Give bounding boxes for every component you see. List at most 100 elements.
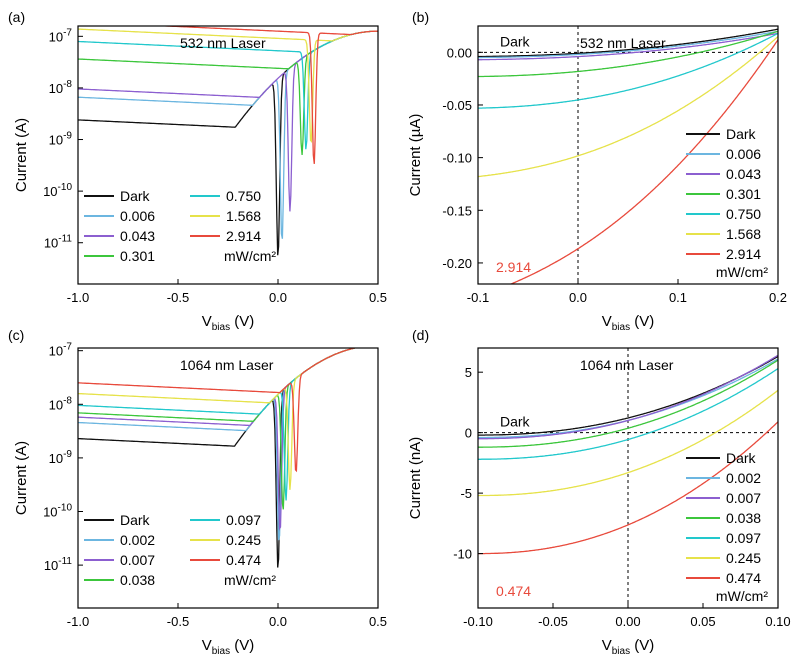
legend-label: 1.568 [226, 208, 261, 224]
legend-label: 0.750 [726, 206, 761, 222]
y-tick-label: 10-9 [49, 449, 73, 466]
legend-label: 0.038 [120, 572, 155, 588]
y-tick-label: 10-7 [49, 27, 73, 44]
legend-label: 0.038 [726, 510, 761, 526]
y-tick-label: 5 [465, 365, 472, 380]
x-tick-label: -1.0 [67, 290, 89, 305]
legend-unit: mW/cm² [716, 264, 768, 280]
panel-label: (d) [412, 327, 429, 343]
laser-annotation: 532 nm Laser [180, 35, 266, 51]
series-group [478, 354, 778, 555]
series-line-2.914 [152, 26, 378, 164]
x-tick-label: 0.00 [615, 614, 640, 629]
panel-c: -1.0 -0.5 0.0 0.5 10-11 10-10 10-9 10-8 10-7 (c) 1… [8, 327, 387, 654]
y-tick-label: -0.10 [442, 151, 472, 166]
legend-label: 0.097 [226, 512, 261, 528]
series-line-0.750 [478, 32, 778, 109]
series-line-0.301 [478, 30, 778, 78]
y-tick-label: -10 [453, 547, 472, 562]
series-group [78, 26, 378, 256]
series-line-0.245 [478, 389, 778, 497]
x-tick-label: -0.5 [167, 290, 189, 305]
panel-d: -0.10 -0.05 0.00 0.05 0.10 -10 -5 0 5 (d) 1064 nm … [407, 327, 791, 654]
series-line-0.007 [478, 354, 778, 440]
x-axis-label: Vbias (V) [202, 313, 255, 333]
series-line-0.043 [478, 32, 778, 61]
x-tick-label: -0.05 [538, 614, 568, 629]
laser-annotation: 1064 nm Laser [180, 357, 274, 373]
legend-unit: mW/cm² [716, 588, 768, 604]
series-line-0.006 [478, 30, 778, 59]
x-tick-label: 0.2 [769, 290, 787, 305]
laser-annotation: 1064 nm Laser [580, 357, 674, 373]
legend-label: 0.007 [726, 490, 761, 506]
plot-frame [477, 25, 779, 285]
series-line-0.043 [78, 30, 378, 212]
y-tick-label: -0.15 [442, 203, 472, 218]
x-tick-label: -0.10 [463, 614, 493, 629]
y-tick-label: -5 [460, 486, 472, 501]
y-tick-label: 10-11 [44, 556, 73, 573]
x-axis-label: Vbias (V) [602, 313, 655, 333]
x-tick-label: 0.0 [569, 290, 587, 305]
y-tick-label: -0.05 [442, 98, 472, 113]
panel-a: -1.0 -0.5 0.0 0.5 10-11 10-10 10-9 10-8 10-7 (a) 5… [8, 9, 387, 333]
plot-frame [77, 347, 379, 609]
x-tick-label: 0.5 [369, 290, 387, 305]
x-tick-label: 0.10 [765, 614, 790, 629]
legend-label: Dark [120, 188, 151, 204]
legend-label: 0.006 [726, 146, 761, 162]
legend-label: 0.007 [120, 552, 155, 568]
legend-label: 0.002 [726, 470, 761, 486]
dark-label: Dark [500, 33, 531, 49]
series-line-2.914 [509, 39, 778, 284]
panel-b: -0.1 0.0 0.1 0.2 -0.20 -0.15 -0.10 -0.05 0.00 (b)… [407, 9, 787, 333]
y-tick-label: 10-10 [43, 503, 72, 520]
y-axis-label: Current (A) [13, 118, 30, 192]
legend-unit: mW/cm² [224, 248, 276, 264]
panel-label: (b) [412, 9, 429, 25]
x-tick-label: -0.1 [467, 290, 489, 305]
y-tick-label: 10-10 [43, 182, 72, 199]
legend-label: 0.006 [120, 208, 155, 224]
y-tick-label: 10-11 [44, 234, 73, 251]
x-axis-label: Vbias (V) [202, 637, 255, 654]
legend-label: 0.474 [226, 552, 261, 568]
panel-label: (a) [8, 9, 25, 25]
y-axis-label: Current (A) [13, 441, 30, 515]
legend-label: 0.002 [120, 532, 155, 548]
series-group [78, 348, 358, 568]
y-tick-label: 0.00 [447, 45, 472, 60]
series-group [478, 28, 778, 284]
x-tick-label: 0.5 [369, 614, 387, 629]
series-line-0.474 [78, 348, 358, 473]
series-line-0.002 [78, 348, 358, 541]
legend-label: 2.914 [226, 228, 261, 244]
series-line-Dark [478, 28, 778, 58]
legend-label: 0.097 [726, 530, 761, 546]
x-axis-label: Vbias (V) [602, 637, 655, 654]
series-line-1.568 [78, 28, 378, 144]
legend-label: 0.750 [226, 188, 261, 204]
legend-label: 0.245 [726, 550, 761, 566]
y-tick-label: 10-8 [49, 395, 73, 412]
laser-annotation: 532 nm Laser [580, 35, 666, 51]
legend-label: Dark [120, 512, 151, 528]
y-axis-label: Current (nA) [407, 437, 424, 520]
y-tick-label: 10-7 [49, 342, 73, 359]
x-tick-label: 0.0 [269, 614, 287, 629]
intensity-value-label: 0.474 [496, 583, 531, 599]
panel-label: (c) [8, 327, 24, 343]
series-line-0.474 [478, 421, 778, 555]
x-tick-label: 0.0 [269, 290, 287, 305]
series-line-0.038 [478, 359, 778, 448]
legend-label: 2.914 [726, 246, 761, 262]
y-tick-label: 10-8 [49, 79, 73, 96]
y-tick-label: 10-9 [49, 131, 73, 148]
dark-label: Dark [500, 414, 531, 430]
intensity-value-label: 2.914 [496, 259, 531, 275]
legend-label: 1.568 [726, 226, 761, 242]
series-line-0.750 [78, 30, 378, 150]
legend-label: 0.245 [226, 532, 261, 548]
y-axis-label: Current (µA) [407, 114, 424, 197]
